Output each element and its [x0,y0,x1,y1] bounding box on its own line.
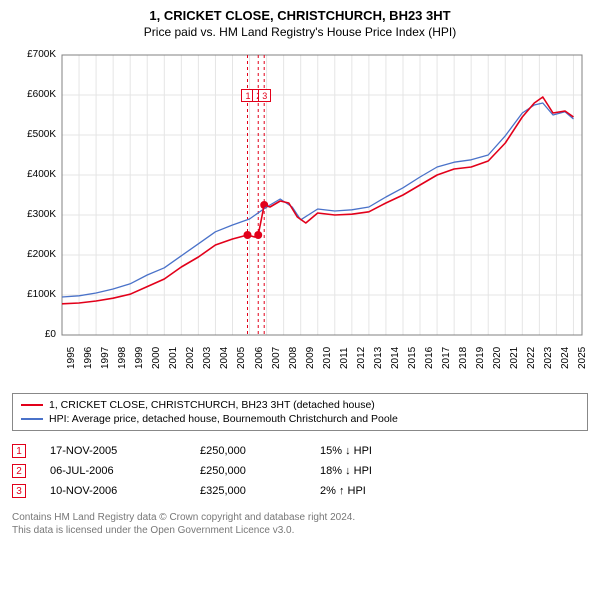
y-tick-label: £500K [12,129,56,140]
legend-box: 1, CRICKET CLOSE, CHRISTCHURCH, BH23 3HT… [12,393,588,431]
event-row: 1 17-NOV-2005£250,00015% ↓ HPI [12,441,588,461]
event-number-box: 2 [12,464,26,478]
x-tick-label: 2018 [458,347,469,369]
x-tick-label: 2003 [202,347,213,369]
y-tick-label: £0 [12,329,56,340]
event-row: 2 06-JUL-2006£250,00018% ↓ HPI [12,461,588,481]
x-tick-label: 2011 [339,347,350,369]
x-tick-label: 1998 [117,347,128,369]
x-tick-label: 1997 [100,347,111,369]
chart-container: 1, CRICKET CLOSE, CHRISTCHURCH, BH23 3HT… [0,0,600,547]
x-tick-label: 2005 [236,347,247,369]
x-tick-label: 2024 [560,347,571,369]
footnote: Contains HM Land Registry data © Crown c… [12,511,588,537]
x-tick-label: 1996 [83,347,94,369]
x-tick-label: 2001 [168,347,179,369]
legend-label: 1, CRICKET CLOSE, CHRISTCHURCH, BH23 3HT… [49,399,375,411]
x-tick-label: 2025 [577,347,588,369]
x-tick-label: 2014 [390,347,401,369]
x-tick-label: 2013 [373,347,384,369]
legend-row: HPI: Average price, detached house, Bour… [21,412,579,426]
x-tick-label: 2010 [322,347,333,369]
y-tick-label: £400K [12,169,56,180]
x-tick-label: 2000 [151,347,162,369]
event-table: 1 17-NOV-2005£250,00015% ↓ HPI 2 06-JUL-200… [12,441,588,501]
x-tick-label: 2022 [526,347,537,369]
x-tick-label: 2019 [475,347,486,369]
x-tick-label: 2007 [271,347,282,369]
y-tick-label: £600K [12,89,56,100]
event-delta: 18% ↓ HPI [320,465,440,477]
y-tick-label: £200K [12,249,56,260]
x-tick-label: 2020 [492,347,503,369]
event-marker-3: 3 [258,89,271,102]
event-number-box: 3 [12,484,26,498]
x-tick-label: 1999 [134,347,145,369]
x-tick-label: 2009 [305,347,316,369]
legend-row: 1, CRICKET CLOSE, CHRISTCHURCH, BH23 3HT… [21,398,579,412]
footnote-line-1: Contains HM Land Registry data © Crown c… [12,511,588,524]
chart-title: 1, CRICKET CLOSE, CHRISTCHURCH, BH23 3HT [12,8,588,23]
footnote-line-2: This data is licensed under the Open Gov… [12,524,588,537]
chart-subtitle: Price paid vs. HM Land Registry's House … [12,25,588,39]
event-delta: 2% ↑ HPI [320,485,440,497]
x-tick-label: 2002 [185,347,196,369]
event-date: 10-NOV-2006 [50,485,200,497]
x-tick-label: 2023 [543,347,554,369]
x-tick-label: 2012 [356,347,367,369]
event-date: 17-NOV-2005 [50,445,200,457]
event-number-box: 1 [12,444,26,458]
legend-label: HPI: Average price, detached house, Bour… [49,413,398,425]
x-tick-label: 2015 [407,347,418,369]
y-tick-label: £100K [12,289,56,300]
legend-swatch [21,418,43,420]
event-price: £250,000 [200,465,320,477]
event-row: 3 10-NOV-2006£325,0002% ↑ HPI [12,481,588,501]
y-tick-label: £700K [12,49,56,60]
event-delta: 15% ↓ HPI [320,445,440,457]
x-tick-label: 2008 [288,347,299,369]
x-tick-label: 2016 [424,347,435,369]
event-price: £250,000 [200,445,320,457]
chart-svg [12,45,588,385]
event-price: £325,000 [200,485,320,497]
legend-swatch [21,404,43,406]
x-tick-label: 2004 [219,347,230,369]
x-tick-label: 2021 [509,347,520,369]
y-tick-label: £300K [12,209,56,220]
event-date: 06-JUL-2006 [50,465,200,477]
x-tick-label: 1995 [66,347,77,369]
x-tick-label: 2017 [441,347,452,369]
x-tick-label: 2006 [254,347,265,369]
chart-plot-area: £0 £100K £200K £300K £400K £500K £600K £700K 199… [12,45,588,385]
